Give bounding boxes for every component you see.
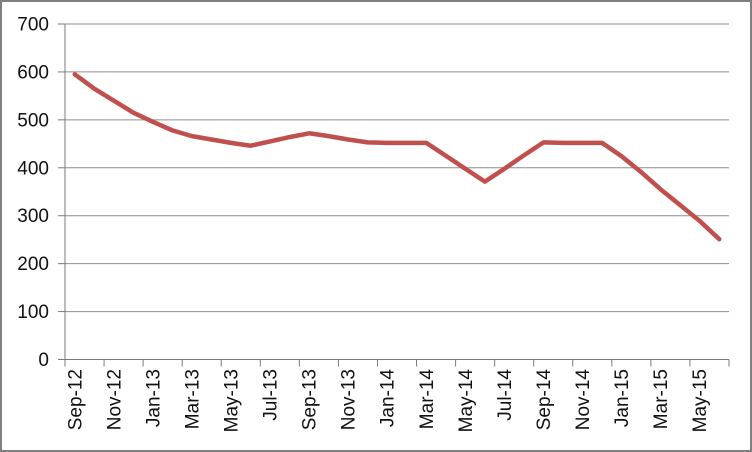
x-axis-label: May-13 <box>222 369 243 432</box>
x-axis-label: Jan-13 <box>143 369 164 427</box>
x-axis-label: Sep-14 <box>534 369 555 431</box>
x-axis-label: Jul-13 <box>261 369 282 421</box>
y-axis-label: 300 <box>17 206 49 227</box>
x-axis-label: Nov-14 <box>573 369 594 431</box>
x-axis-label: Nov-13 <box>339 369 360 430</box>
y-axis-label: 0 <box>38 350 49 371</box>
x-axis-label: Sep-12 <box>65 369 86 430</box>
y-axis-label: 500 <box>17 110 49 131</box>
x-axis-label: May-15 <box>690 369 711 432</box>
x-axis-label: Jan-14 <box>378 369 399 428</box>
x-axis-label: Mar-13 <box>182 369 203 429</box>
x-axis-label: Jan-15 <box>612 369 633 427</box>
y-axis-label: 700 <box>17 15 49 36</box>
y-axis-label: 600 <box>17 62 49 83</box>
y-axis-label: 400 <box>17 158 49 179</box>
x-axis-label: Nov-12 <box>104 369 125 430</box>
x-axis-label: Mar-15 <box>651 369 672 429</box>
y-axis-label: 200 <box>17 254 49 275</box>
x-axis-label: Mar-14 <box>417 369 438 430</box>
x-axis-label: Sep-13 <box>300 369 321 430</box>
x-axis-label: Jul-14 <box>495 369 516 421</box>
x-axis-label: May-14 <box>456 369 477 433</box>
y-axis-label: 100 <box>17 302 49 323</box>
series-line <box>72 72 722 242</box>
